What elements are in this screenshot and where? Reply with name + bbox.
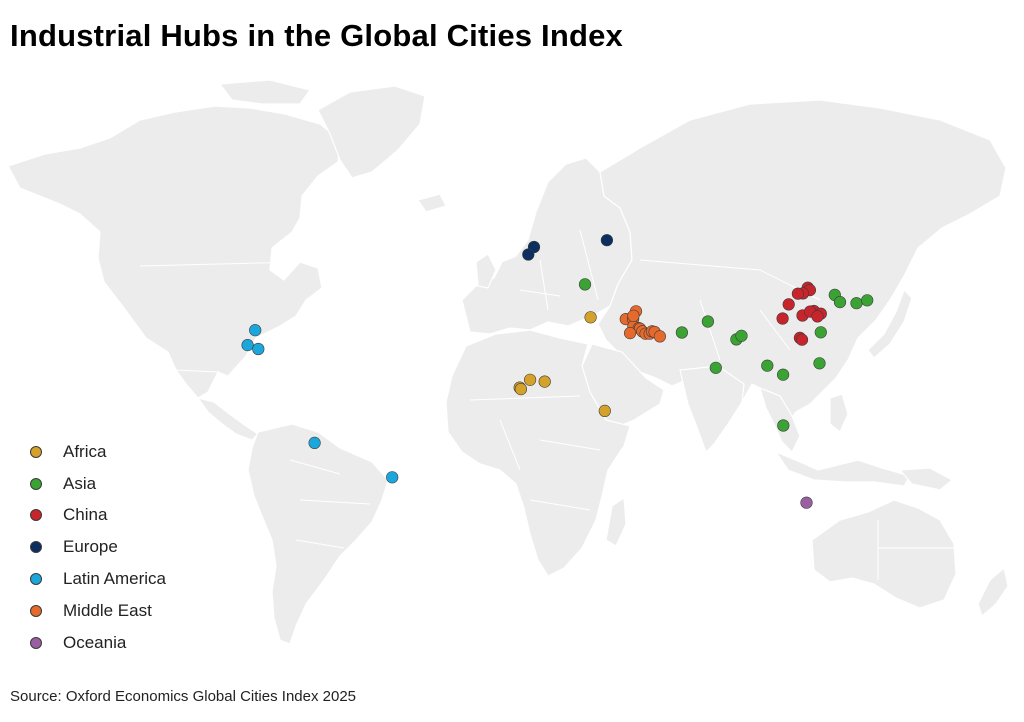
madagascar-landmass bbox=[605, 496, 627, 547]
asia-landmass bbox=[597, 99, 1007, 430]
city-marker-china bbox=[776, 312, 789, 325]
city-marker-asia bbox=[777, 419, 790, 432]
australia-landmass bbox=[811, 499, 957, 609]
city-marker-middle-east bbox=[627, 309, 640, 322]
greenland-landmass bbox=[317, 85, 426, 179]
africa-landmass bbox=[445, 329, 631, 577]
new-zealand-landmass bbox=[977, 566, 1009, 618]
north-america-landmass bbox=[7, 105, 341, 399]
city-marker-asia bbox=[735, 329, 748, 342]
legend-label: China bbox=[63, 505, 108, 525]
city-marker-asia bbox=[850, 297, 863, 310]
legend-label: Asia bbox=[63, 473, 97, 493]
legend-swatch bbox=[30, 636, 42, 649]
southeast-asia-peninsula bbox=[759, 386, 801, 454]
city-marker-africa bbox=[514, 383, 528, 396]
japan-landmass bbox=[867, 288, 913, 359]
legend-swatch bbox=[30, 445, 42, 458]
legend-item: Latin America bbox=[30, 563, 166, 595]
map-legend: Africa Asia China Europe Latin America Middle… bbox=[30, 436, 166, 659]
legend-swatch bbox=[30, 573, 42, 586]
city-marker-europe bbox=[522, 248, 535, 261]
city-marker-africa bbox=[598, 404, 611, 418]
legend-swatch bbox=[30, 509, 42, 522]
city-marker-asia bbox=[776, 368, 790, 381]
city-marker-asia bbox=[814, 326, 827, 339]
city-marker-china bbox=[782, 298, 795, 311]
legend-swatch bbox=[30, 604, 42, 617]
city-marker-africa bbox=[523, 373, 537, 386]
new-guinea-landmass bbox=[898, 467, 954, 491]
indian-subcontinent bbox=[679, 365, 745, 454]
source-note: Source: Oxford Economics Global Cities I… bbox=[10, 688, 357, 705]
city-marker-china bbox=[795, 333, 809, 346]
indonesia-landmass bbox=[774, 450, 911, 487]
city-marker-latin-america bbox=[252, 342, 265, 356]
central-america-landmass bbox=[196, 397, 259, 441]
city-marker-europe bbox=[600, 234, 614, 247]
uk-landmass bbox=[475, 253, 497, 289]
legend-item: China bbox=[30, 500, 166, 532]
legend-swatch bbox=[30, 541, 42, 554]
city-markers bbox=[241, 234, 874, 509]
city-marker-latin-america bbox=[308, 436, 321, 450]
legend-item: Middle East bbox=[30, 595, 166, 627]
city-marker-africa bbox=[584, 311, 597, 324]
legend-item: Europe bbox=[30, 531, 166, 563]
city-marker-latin-america bbox=[249, 324, 262, 337]
city-marker-middle-east bbox=[653, 330, 667, 343]
legend-label: Oceania bbox=[63, 632, 127, 652]
legend-label: Africa bbox=[63, 441, 107, 461]
city-marker-china bbox=[791, 287, 805, 300]
city-marker-asia bbox=[701, 315, 715, 328]
city-marker-asia bbox=[813, 357, 826, 370]
city-marker-latin-america bbox=[241, 339, 254, 352]
legend-swatch bbox=[30, 477, 42, 490]
iceland-landmass bbox=[417, 193, 447, 213]
city-marker-asia bbox=[833, 296, 847, 309]
arctic-islands bbox=[218, 79, 312, 105]
map-title: Industrial Hubs in the Global Cities Ind… bbox=[10, 18, 623, 53]
country-borders bbox=[139, 229, 954, 580]
legend-label: Latin America bbox=[63, 569, 166, 589]
legend-label: Middle East bbox=[63, 600, 152, 620]
philippines-landmass bbox=[829, 393, 849, 433]
city-marker-africa bbox=[538, 375, 551, 388]
city-marker-asia bbox=[861, 294, 874, 307]
legend-item: Africa bbox=[30, 436, 166, 468]
city-marker-asia bbox=[761, 359, 774, 372]
city-marker-asia bbox=[675, 326, 689, 339]
legend-item: Asia bbox=[30, 468, 166, 500]
city-marker-latin-america bbox=[386, 471, 399, 484]
south-america-landmass bbox=[247, 423, 389, 645]
legend-item: Oceania bbox=[30, 627, 166, 659]
city-marker-china bbox=[811, 310, 824, 323]
city-marker-middle-east bbox=[623, 327, 637, 340]
city-marker-asia bbox=[578, 278, 592, 291]
city-marker-asia bbox=[709, 361, 722, 374]
city-marker-oceania bbox=[800, 496, 813, 509]
legend-label: Europe bbox=[63, 537, 118, 557]
